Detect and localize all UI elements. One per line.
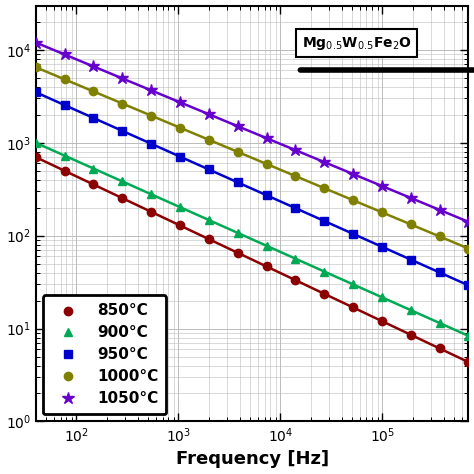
900°C	[350, 282, 356, 287]
1000°C	[465, 246, 471, 251]
950°C	[321, 218, 327, 224]
950°C	[292, 205, 298, 211]
1000°C	[292, 173, 298, 179]
850°C	[33, 155, 38, 160]
900°C	[264, 243, 269, 248]
1050°C	[292, 147, 298, 153]
950°C	[350, 231, 356, 237]
1000°C	[379, 210, 385, 215]
850°C	[408, 332, 414, 337]
1050°C	[465, 219, 471, 225]
850°C	[119, 195, 125, 201]
900°C	[235, 230, 240, 236]
1000°C	[321, 185, 327, 191]
X-axis label: Frequency [Hz]: Frequency [Hz]	[175, 450, 328, 468]
900°C	[379, 294, 385, 300]
1050°C	[148, 88, 154, 93]
850°C	[62, 168, 67, 173]
900°C	[408, 307, 414, 313]
1000°C	[235, 149, 240, 155]
950°C	[235, 180, 240, 185]
850°C	[91, 182, 96, 187]
900°C	[119, 179, 125, 184]
1000°C	[91, 89, 96, 94]
950°C	[437, 270, 442, 275]
1050°C	[350, 171, 356, 177]
850°C	[379, 318, 385, 324]
900°C	[91, 166, 96, 172]
Line: 900°C: 900°C	[32, 138, 473, 340]
1050°C	[62, 52, 67, 57]
1000°C	[350, 197, 356, 203]
850°C	[350, 305, 356, 310]
950°C	[148, 141, 154, 146]
1050°C	[437, 207, 442, 213]
900°C	[321, 269, 327, 274]
850°C	[177, 223, 183, 228]
850°C	[148, 209, 154, 215]
850°C	[465, 359, 471, 365]
850°C	[235, 250, 240, 255]
850°C	[321, 291, 327, 297]
Line: 1000°C: 1000°C	[32, 63, 473, 253]
Legend: 850°C, 900°C, 950°C, 1000°C, 1050°C: 850°C, 900°C, 950°C, 1000°C, 1050°C	[43, 295, 166, 414]
950°C	[33, 90, 38, 95]
1050°C	[235, 123, 240, 129]
1050°C	[264, 135, 269, 141]
900°C	[292, 256, 298, 262]
900°C	[33, 140, 38, 146]
1050°C	[33, 40, 38, 46]
950°C	[62, 102, 67, 108]
950°C	[177, 154, 183, 159]
Text: Mg$_{0.5}$W$_{0.5}$Fe$_2$O: Mg$_{0.5}$W$_{0.5}$Fe$_2$O	[302, 35, 411, 52]
950°C	[119, 128, 125, 134]
950°C	[91, 115, 96, 121]
1050°C	[91, 64, 96, 69]
1000°C	[62, 76, 67, 82]
850°C	[437, 346, 442, 351]
900°C	[206, 217, 212, 223]
850°C	[264, 264, 269, 269]
1050°C	[379, 183, 385, 189]
950°C	[206, 167, 212, 173]
Line: 1050°C: 1050°C	[29, 36, 474, 228]
1000°C	[148, 113, 154, 118]
1050°C	[321, 159, 327, 165]
900°C	[177, 204, 183, 210]
900°C	[62, 153, 67, 158]
1050°C	[206, 111, 212, 117]
1000°C	[437, 234, 442, 239]
950°C	[408, 257, 414, 263]
Line: 850°C: 850°C	[32, 153, 473, 366]
1000°C	[177, 125, 183, 130]
1050°C	[177, 100, 183, 105]
Line: 950°C: 950°C	[32, 88, 473, 290]
850°C	[292, 277, 298, 283]
1000°C	[206, 137, 212, 143]
950°C	[264, 192, 269, 198]
950°C	[379, 244, 385, 250]
900°C	[437, 320, 442, 326]
1050°C	[408, 195, 414, 201]
1000°C	[408, 221, 414, 227]
900°C	[148, 191, 154, 197]
1050°C	[119, 75, 125, 81]
1000°C	[119, 100, 125, 106]
950°C	[465, 283, 471, 288]
850°C	[206, 236, 212, 242]
1000°C	[33, 64, 38, 70]
1000°C	[264, 161, 269, 167]
900°C	[465, 333, 471, 339]
